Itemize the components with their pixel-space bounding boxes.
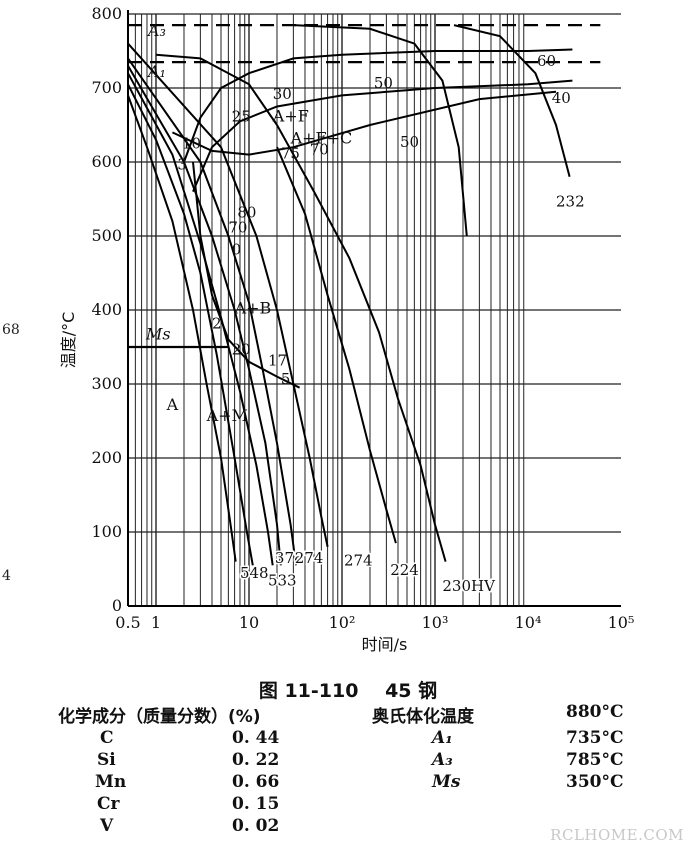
y-tick-label: 500: [91, 226, 122, 245]
region-label: A₃: [146, 21, 166, 40]
curve-label: 70: [310, 141, 329, 159]
cooling-curve-2: [127, 83, 254, 566]
figure-number: 图 11-110: [258, 680, 359, 702]
comp-value-cr: 0. 15: [232, 794, 280, 814]
y-axis-title: 温度/°C: [59, 312, 78, 369]
a3-value: 785°C: [566, 750, 624, 770]
austenitizing-temperature: 880°C: [566, 702, 624, 722]
austenitizing-header: 奥氏体化温度: [372, 707, 474, 727]
x-tick-label: 10⁴: [515, 613, 542, 632]
hardness-label: 378: [275, 549, 304, 567]
cooling-curve-8: [155, 53, 447, 562]
hardness-label: 274: [295, 549, 324, 567]
x-axis-title: 时间/s: [362, 635, 408, 654]
cooling-curve-1: [127, 95, 237, 562]
curve-label: 0: [232, 241, 242, 259]
cooling-curve-10: [453, 24, 571, 178]
side-fragment-top: 68: [2, 322, 20, 338]
y-tick-label: 700: [91, 78, 122, 97]
comp-element-mn: Mn: [95, 772, 127, 792]
region-label: A₁: [146, 62, 166, 81]
transformation-curve-ferrite-finish: [192, 79, 573, 192]
y-tick-label: 100: [91, 522, 122, 541]
cooling-curve-6: [127, 42, 329, 548]
cooling-curves: [127, 24, 571, 566]
curve-label: 25: [232, 107, 251, 125]
a1-name: A₁: [432, 728, 453, 748]
transformation-curve-bainite-start: [192, 161, 301, 389]
ms-name: Ms: [432, 772, 461, 792]
hardness-label: 274: [344, 551, 373, 569]
x-tick-label: 10²: [329, 613, 356, 632]
comp-element-cr: Cr: [97, 794, 120, 814]
hardness-label: 548: [240, 564, 269, 582]
curve-label: 30: [273, 85, 292, 103]
comp-value-si: 0. 22: [232, 750, 280, 770]
transformation-curves: [171, 48, 573, 389]
a3-name: A₃: [432, 750, 453, 770]
x-tick-label: 10³: [422, 613, 449, 632]
y-tick-label: 300: [91, 374, 122, 393]
comp-value-v: 0. 02: [232, 816, 280, 836]
curve-label: 75: [281, 144, 300, 162]
chart-labels: AA+FA+F+CA+BA+MA₃A₁Ms3025103807002201757…: [145, 21, 585, 597]
hardness-label: 533: [268, 571, 297, 589]
curve-label: 80: [237, 204, 256, 222]
region-label: A: [166, 395, 179, 414]
x-tick-label: 0.5: [115, 613, 140, 632]
region-label: A+B: [234, 299, 272, 318]
curve-label: 50: [374, 74, 393, 92]
cooling-curve-9: [293, 24, 468, 237]
figure-caption: 图 11-110 45 钢: [0, 676, 696, 703]
curve-label: 20: [232, 340, 251, 358]
cooling-curve-3: [127, 72, 274, 566]
cooling-curve-4: [127, 65, 282, 566]
comp-element-si: Si: [97, 750, 116, 770]
hardness-label: 224: [390, 561, 419, 579]
region-label: A+F+C: [290, 129, 353, 148]
region-label: Ms: [145, 325, 171, 344]
comp-value-mn: 0. 66: [232, 772, 280, 792]
reference-lines: [128, 24, 601, 349]
y-tick-label: 200: [91, 448, 122, 467]
cooling-curve-7: [276, 146, 397, 544]
y-tick-label: 400: [91, 300, 122, 319]
ms-value: 350°C: [566, 772, 624, 792]
comp-value-c: 0. 44: [232, 728, 280, 748]
y-tick-label: 800: [91, 4, 122, 23]
transformation-curve-start: [183, 48, 573, 163]
comp-element-v: V: [100, 816, 114, 836]
region-label: A+M: [206, 406, 248, 425]
curve-label: 5: [281, 370, 291, 388]
composition-header: 化学成分（质量分数）(%): [58, 707, 261, 727]
curve-label: 3: [177, 155, 187, 173]
region-label: A+F: [272, 106, 309, 125]
comp-element-c: C: [100, 728, 114, 748]
curve-label: 50: [400, 133, 419, 151]
x-tick-label: 10⁵: [608, 613, 635, 632]
curve-label: 10: [182, 135, 201, 153]
curve-label: 70: [228, 218, 247, 236]
x-tick-label: 1: [151, 613, 161, 632]
figure-material: 45 钢: [385, 680, 438, 702]
curve-label: 60: [537, 52, 556, 70]
watermark-text: RCLHOME.COM: [550, 826, 684, 844]
curve-label: 232: [556, 192, 585, 210]
a1-value: 735°C: [566, 728, 624, 748]
hardness-label: 230HV: [442, 577, 496, 595]
transformation-curve-pearlite-finish: [171, 90, 557, 156]
x-tick-label: 10: [239, 613, 259, 632]
side-fragment-bottom: 4: [2, 568, 11, 584]
curve-label: 2: [212, 315, 222, 333]
curve-label: 17: [268, 352, 287, 370]
y-tick-label: 0: [112, 596, 122, 615]
y-tick-label: 600: [91, 152, 122, 171]
curve-label: 40: [552, 89, 571, 107]
cooling-curve-5: [127, 57, 297, 566]
